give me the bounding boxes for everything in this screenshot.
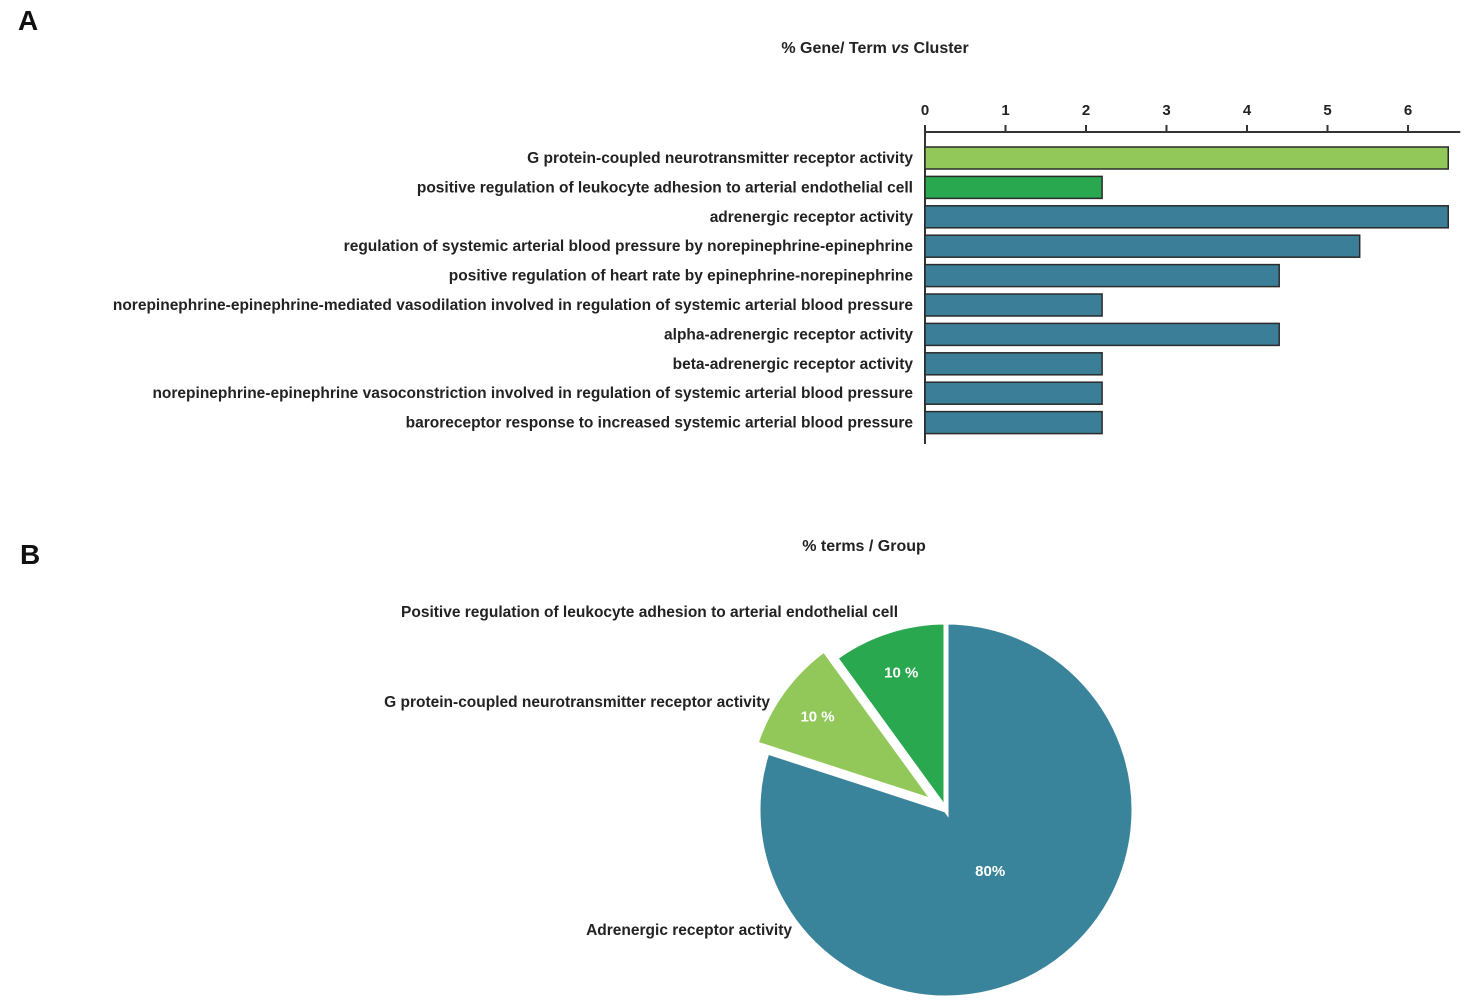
bar-chart-title-part-1: % Gene/ Term — [781, 40, 891, 57]
pie-chart-title: % terms / Group — [802, 538, 926, 555]
bar — [924, 234, 1361, 258]
bars — [924, 146, 1449, 435]
x-tick-label: 5 — [1323, 102, 1331, 119]
bar-chart-title-part-2: vs — [891, 40, 909, 57]
pie-slice — [832, 619, 949, 818]
category-label: baroreceptor response to increased syste… — [406, 415, 914, 432]
x-tick-label: 6 — [1404, 102, 1412, 119]
panel-letter-b: B — [20, 539, 40, 570]
panel-letter-a: A — [18, 5, 38, 36]
bar-chart: % Gene/ Term vs Cluster 0 1 2 3 4 5 6 G protei… — [113, 40, 1461, 444]
pie-slice-label: Positive regulation of leukocyte adhesio… — [401, 604, 898, 621]
bar-chart-title: % Gene/ Term vs Cluster — [781, 40, 968, 57]
pie-slice — [752, 646, 942, 807]
bar — [924, 381, 1103, 405]
pie-slice-percent: 80% — [975, 863, 1005, 880]
pie-slice-label: Adrenergic receptor activity — [586, 922, 792, 939]
category-label: positive regulation of heart rate by epi… — [449, 268, 914, 285]
bar — [924, 146, 1449, 170]
bar-chart-title-part-3: Cluster — [909, 40, 969, 57]
pie-chart: % terms / Group 80% Adrenergic receptor a… — [384, 538, 1137, 1001]
pie-labels: 80% Adrenergic receptor activity 10 % G pro… — [384, 604, 1005, 939]
bar — [924, 263, 1280, 288]
x-tick-label: 1 — [1001, 102, 1009, 119]
pie-slice-percent: 10 % — [884, 664, 918, 681]
bar-category-labels: G protein-coupled neurotransmitter recep… — [113, 150, 914, 432]
category-label: adrenergic receptor activity — [710, 209, 914, 226]
bar — [924, 352, 1103, 376]
x-tick-label: 3 — [1162, 102, 1170, 119]
bar — [924, 205, 1449, 229]
bar — [924, 322, 1280, 347]
bar — [924, 293, 1103, 317]
x-tick-label: 2 — [1082, 102, 1090, 119]
category-label: norepinephrine-epinephrine vasoconstrict… — [152, 385, 913, 402]
pie-slice-percent: 10 % — [800, 709, 834, 726]
x-tick-label: 4 — [1243, 102, 1252, 119]
x-tick-label: 0 — [921, 102, 929, 119]
category-label: positive regulation of leukocyte adhesio… — [417, 179, 913, 196]
category-label: alpha-adrenergic receptor activity — [664, 326, 913, 343]
pie-slices — [752, 619, 1137, 1001]
pie-slice-label: G protein-coupled neurotransmitter recep… — [384, 694, 770, 711]
bar — [924, 410, 1103, 435]
category-label: G protein-coupled neurotransmitter recep… — [527, 150, 913, 167]
category-label: beta-adrenergic receptor activity — [673, 356, 914, 373]
category-label: regulation of systemic arterial blood pr… — [344, 238, 914, 255]
bar — [924, 175, 1103, 200]
category-label: norepinephrine-epinephrine-mediated vaso… — [113, 297, 914, 314]
